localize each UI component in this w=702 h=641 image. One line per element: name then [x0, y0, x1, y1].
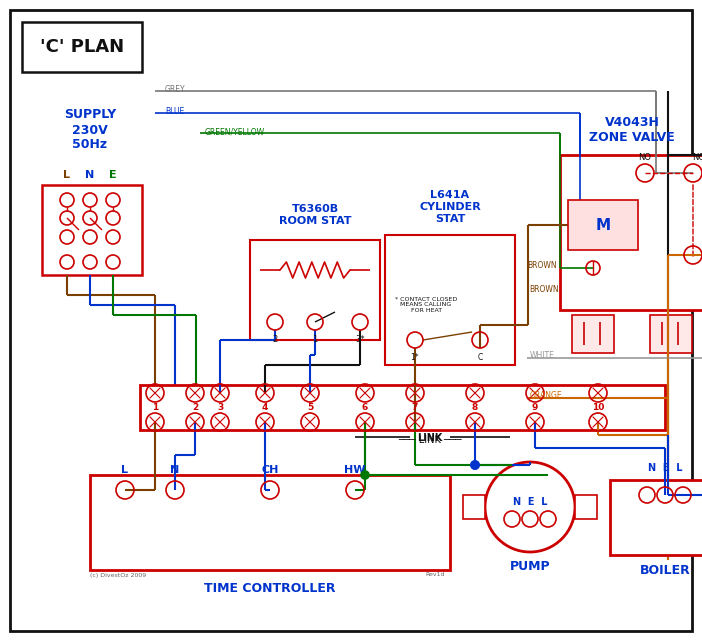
Text: LINK: LINK [417, 433, 443, 443]
Circle shape [361, 471, 369, 479]
Text: C: C [477, 353, 483, 363]
Text: M: M [595, 217, 611, 233]
Text: N  E  L: N E L [512, 497, 548, 507]
Bar [42, 185, 142, 275]
Bar [90, 475, 450, 570]
Text: TIME CONTROLLER: TIME CONTROLLER [204, 581, 336, 594]
Circle shape [471, 461, 479, 469]
Text: ORANGE: ORANGE [530, 390, 562, 399]
Text: 8: 8 [472, 403, 478, 412]
Text: 5: 5 [307, 403, 313, 412]
Text: N: N [171, 465, 180, 475]
Text: BOILER: BOILER [640, 563, 690, 576]
Text: 2: 2 [192, 403, 198, 412]
Text: BLUE: BLUE [165, 108, 184, 117]
Bar [610, 480, 702, 555]
Text: 1: 1 [312, 335, 317, 344]
Circle shape [471, 461, 479, 469]
Bar [385, 235, 515, 365]
Text: (c) DivestOz 2009: (c) DivestOz 2009 [90, 572, 146, 578]
Text: NO: NO [639, 153, 651, 162]
Bar [22, 22, 142, 72]
Text: PUMP: PUMP [510, 560, 550, 574]
Text: 10: 10 [592, 403, 604, 412]
Text: 3*: 3* [355, 335, 365, 344]
Text: SUPPLY
230V
50Hz: SUPPLY 230V 50Hz [64, 108, 116, 151]
Text: BROWN: BROWN [527, 262, 557, 271]
Text: HW: HW [344, 465, 366, 475]
Text: CH: CH [261, 465, 279, 475]
Text: 1: 1 [152, 403, 158, 412]
Text: V4043H
ZONE VALVE: V4043H ZONE VALVE [589, 116, 675, 144]
Text: 7: 7 [412, 403, 418, 412]
Bar [650, 315, 692, 353]
Bar [572, 315, 614, 353]
Text: 1*: 1* [411, 353, 419, 363]
Text: N  E  L: N E L [648, 463, 682, 473]
Text: L641A
CYLINDER
STAT: L641A CYLINDER STAT [419, 190, 481, 224]
Bar [568, 200, 638, 250]
Text: L: L [63, 170, 70, 180]
Text: Rev1d: Rev1d [425, 572, 445, 578]
Text: BROWN: BROWN [529, 285, 559, 294]
Text: ─── LINK ───: ─── LINK ─── [398, 435, 462, 445]
Text: N: N [86, 170, 95, 180]
Bar [575, 495, 597, 519]
Bar [560, 155, 702, 310]
Text: L: L [121, 465, 128, 475]
Bar [463, 495, 485, 519]
Text: 'C' PLAN: 'C' PLAN [40, 38, 124, 56]
Text: 2: 2 [272, 335, 277, 344]
Text: * CONTACT CLOSED
MEANS CALLING
FOR HEAT: * CONTACT CLOSED MEANS CALLING FOR HEAT [395, 297, 457, 313]
Text: 4: 4 [262, 403, 268, 412]
Text: 6: 6 [362, 403, 368, 412]
Bar [140, 385, 665, 430]
Text: 9: 9 [532, 403, 538, 412]
Text: 3: 3 [217, 403, 223, 412]
Text: GREEN/YELLOW: GREEN/YELLOW [205, 128, 265, 137]
Bar [250, 240, 380, 340]
Text: T6360B
ROOM STAT: T6360B ROOM STAT [279, 204, 351, 226]
Text: NC: NC [692, 153, 702, 162]
Text: GREY: GREY [165, 85, 185, 94]
Text: E: E [110, 170, 117, 180]
Text: WHITE: WHITE [530, 351, 555, 360]
